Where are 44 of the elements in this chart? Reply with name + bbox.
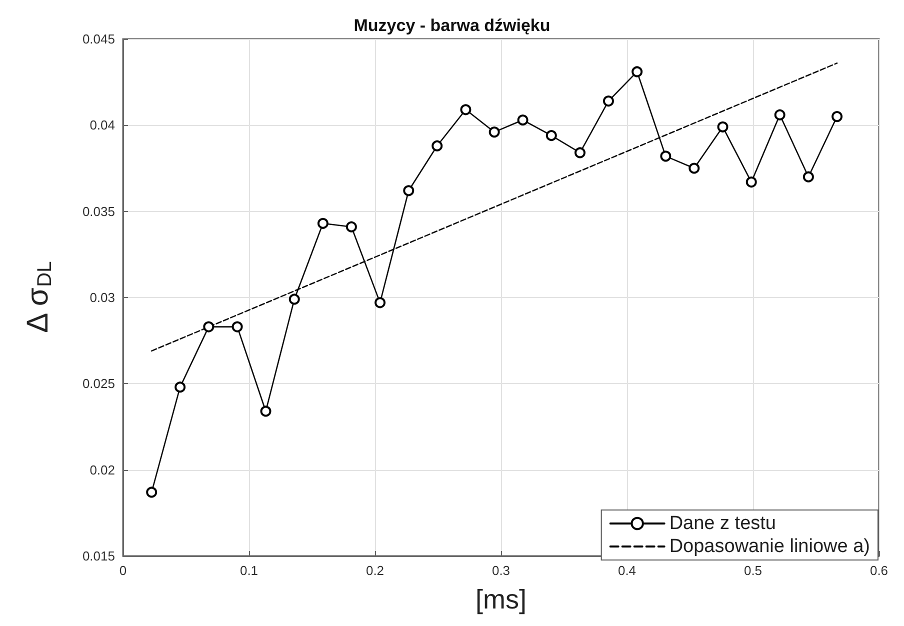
x-axis-title: [ms] [476, 584, 526, 614]
y-axis-title: Δ σDL [22, 261, 56, 333]
point [288, 294, 300, 305]
point [688, 162, 700, 174]
x-tick-label: 0.1 [240, 563, 258, 578]
point [317, 218, 328, 229]
point [574, 147, 586, 158]
point [488, 126, 500, 138]
x-tick-label: 0.2 [366, 563, 384, 578]
y-tick-label: 0.04 [90, 118, 115, 133]
point [374, 297, 386, 308]
x-tick-label: 0 [119, 563, 127, 578]
x-tick-label: 0.3 [492, 563, 510, 578]
point [174, 382, 186, 393]
point [403, 185, 414, 196]
point [746, 176, 757, 188]
point [802, 171, 814, 182]
point [832, 111, 843, 122]
point [660, 150, 672, 162]
point [460, 104, 472, 116]
point [146, 486, 158, 498]
y-tick-label: 0.015 [82, 548, 115, 564]
x-tick-label: 0.4 [618, 563, 636, 578]
point [632, 66, 643, 78]
y-tick-label: 0.045 [82, 32, 115, 46]
point [774, 109, 786, 120]
y-tick-label: 0.035 [82, 204, 115, 219]
y-tick-label: 0.02 [90, 462, 115, 478]
point [546, 130, 557, 142]
point [432, 140, 443, 152]
point [517, 114, 528, 126]
legend-label: Dopasowanie liniowe a) [669, 536, 870, 557]
x-tick-label: 0.6 [870, 563, 888, 578]
point [203, 321, 214, 332]
legend-label: Dane z testu [669, 513, 776, 534]
x-tick-label: 0.5 [744, 563, 762, 578]
chart-title: Muzycy - barwa dźwięku [354, 16, 550, 35]
point [602, 96, 614, 107]
point [346, 221, 357, 232]
y-tick-label: 0.03 [90, 290, 115, 305]
point [260, 406, 272, 417]
y-tick-label: 0.025 [82, 376, 115, 392]
point [232, 321, 243, 332]
point [717, 121, 728, 132]
